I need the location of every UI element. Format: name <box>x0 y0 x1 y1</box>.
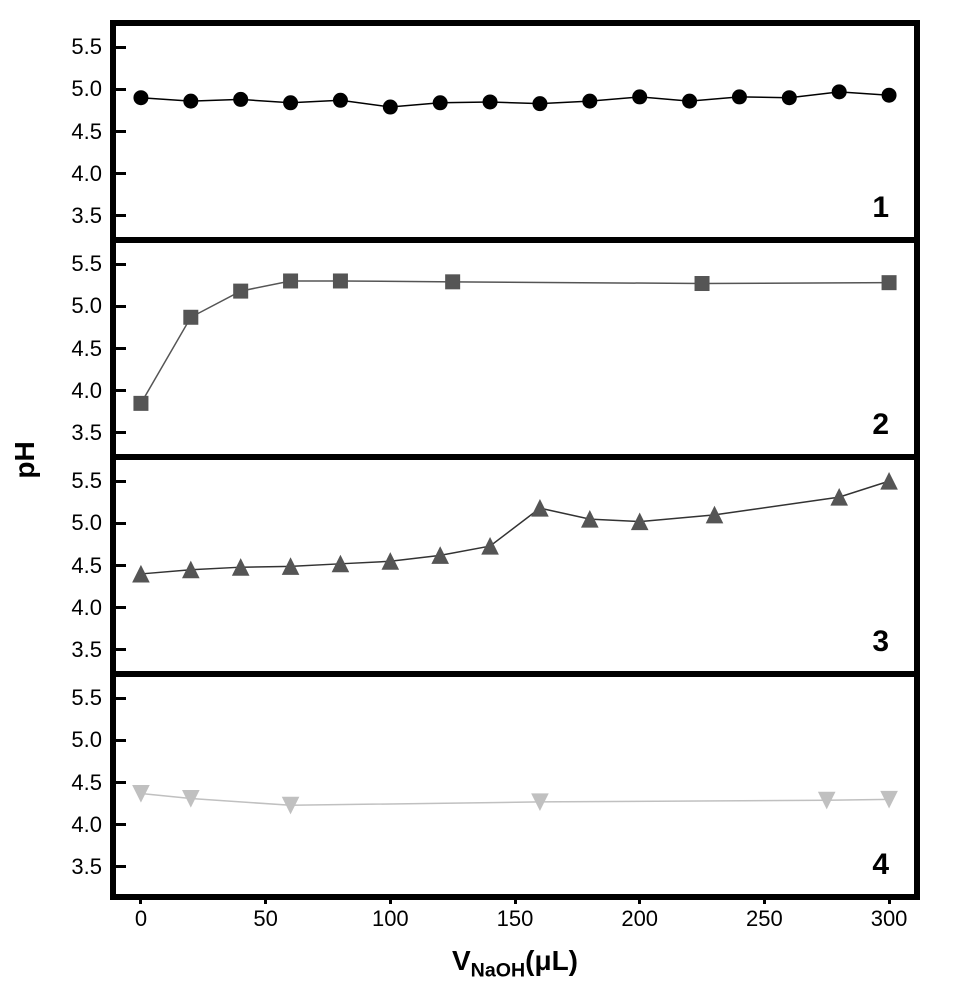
panel-3: 3 <box>116 460 914 677</box>
y-tick-line <box>116 130 126 133</box>
y-tick-label: 4.0 <box>71 812 102 838</box>
panel-2: 2 <box>116 243 914 460</box>
x-axis-label: VNaOH(μL) <box>452 945 578 983</box>
xlabel-sub: NaOH <box>471 960 525 982</box>
y-tick-label: 3.5 <box>71 637 102 663</box>
panel-4-label: 4 <box>872 848 889 882</box>
y-tick-label: 3.5 <box>71 854 102 880</box>
y-tick-line <box>116 305 126 308</box>
y-tick-label: 4.5 <box>71 553 102 579</box>
y-tick-line <box>116 172 126 175</box>
series-2 <box>116 243 914 454</box>
y-tick-line <box>116 648 126 651</box>
panel-1: 1 <box>116 26 914 243</box>
y-tick-line <box>116 88 126 91</box>
plot-area: 1 2 3 4 <box>110 20 920 900</box>
y-tick-label: 3.5 <box>71 203 102 229</box>
series-3 <box>116 460 914 671</box>
y-tick-label: 4.5 <box>71 119 102 145</box>
y-tick-label: 5.0 <box>71 727 102 753</box>
y-tick-line <box>116 865 126 868</box>
y-tick-line <box>116 214 126 217</box>
x-tick-label: 300 <box>871 906 908 932</box>
x-tick-label: 50 <box>253 906 277 932</box>
x-tick-label: 200 <box>621 906 658 932</box>
y-tick-line <box>116 781 126 784</box>
panel-1-label: 1 <box>872 191 889 225</box>
x-tick-line <box>139 894 142 904</box>
series-4 <box>116 677 914 894</box>
x-tick-label: 250 <box>746 906 783 932</box>
x-tick-line <box>264 894 267 904</box>
x-tick-line <box>638 894 641 904</box>
y-tick-label: 5.0 <box>71 76 102 102</box>
y-tick-line <box>116 389 126 392</box>
x-tick-line <box>514 894 517 904</box>
y-tick-line <box>116 46 126 49</box>
y-tick-label: 4.5 <box>71 770 102 796</box>
panel-3-label: 3 <box>872 625 889 659</box>
y-tick-line <box>116 480 126 483</box>
x-tick-line <box>389 894 392 904</box>
y-tick-line <box>116 522 126 525</box>
xlabel-prefix: V <box>452 945 471 976</box>
y-tick-line <box>116 347 126 350</box>
y-tick-line <box>116 564 126 567</box>
panel-4: 4 <box>116 677 914 894</box>
y-tick-label: 5.5 <box>71 34 102 60</box>
y-tick-line <box>116 739 126 742</box>
y-tick-label: 5.5 <box>71 468 102 494</box>
series-1 <box>116 26 914 237</box>
y-tick-line <box>116 263 126 266</box>
y-tick-label: 4.0 <box>71 378 102 404</box>
y-tick-label: 3.5 <box>71 420 102 446</box>
y-tick-label: 4.5 <box>71 336 102 362</box>
y-tick-label: 5.0 <box>71 510 102 536</box>
x-tick-label: 0 <box>135 906 147 932</box>
y-tick-label: 5.5 <box>71 685 102 711</box>
y-tick-label: 4.0 <box>71 161 102 187</box>
y-tick-line <box>116 431 126 434</box>
y-tick-label: 4.0 <box>71 595 102 621</box>
x-tick-label: 150 <box>497 906 534 932</box>
x-tick-line <box>888 894 891 904</box>
x-tick-label: 100 <box>372 906 409 932</box>
xlabel-suffix: (μL) <box>525 945 578 976</box>
panel-2-label: 2 <box>872 408 889 442</box>
y-tick-label: 5.0 <box>71 293 102 319</box>
y-tick-line <box>116 606 126 609</box>
x-tick-line <box>763 894 766 904</box>
y-tick-line <box>116 823 126 826</box>
y-tick-line <box>116 697 126 700</box>
y-axis-label: pH <box>9 441 41 478</box>
y-tick-label: 5.5 <box>71 251 102 277</box>
figure: 1 2 3 4 pH VNaOH(μL) 3.5 4.0 4.5 5.0 5.5 3.5 4… <box>0 0 964 1000</box>
